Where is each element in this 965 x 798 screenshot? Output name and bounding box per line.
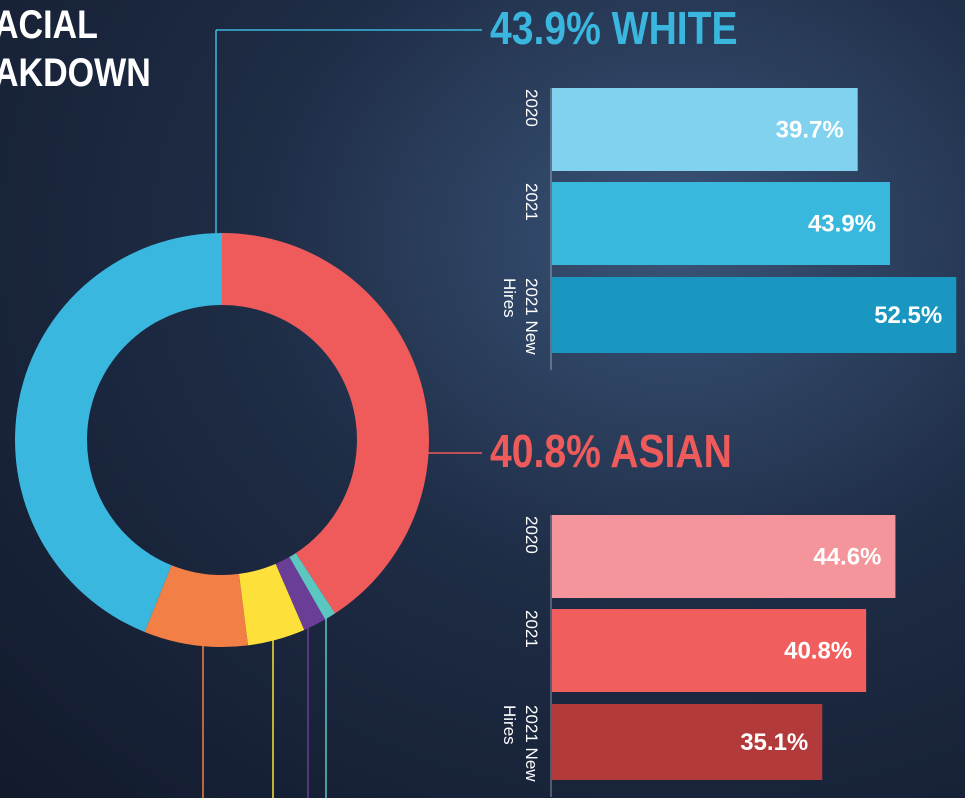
section-title: 40.8% ASIAN — [490, 426, 732, 478]
infographic: ACIAL AKDOWN 43.9% WHITE39.7%43.9%52.5%4… — [0, 0, 965, 798]
value-label: 43.9% — [808, 211, 876, 238]
category-label: 2020 — [520, 516, 542, 606]
value-label: 35.1% — [740, 729, 808, 756]
category-label: 2021 — [520, 183, 542, 273]
donut-segment — [222, 233, 429, 613]
value-label: 40.8% — [784, 638, 852, 665]
section-title: 43.9% WHITE — [490, 3, 738, 55]
value-label: 52.5% — [874, 302, 942, 329]
chart: 43.9% WHITE 39.7% 43.9% 52.5% 40.8% ASIAN 44.… — [0, 0, 965, 798]
category-label: 2021 New Hires — [498, 278, 542, 368]
category-label: 2020 — [520, 89, 542, 179]
value-label: 44.6% — [813, 544, 881, 571]
category-label: 2021 New Hires — [498, 705, 542, 795]
category-label: 2021 — [520, 610, 542, 700]
value-label: 39.7% — [776, 117, 844, 144]
